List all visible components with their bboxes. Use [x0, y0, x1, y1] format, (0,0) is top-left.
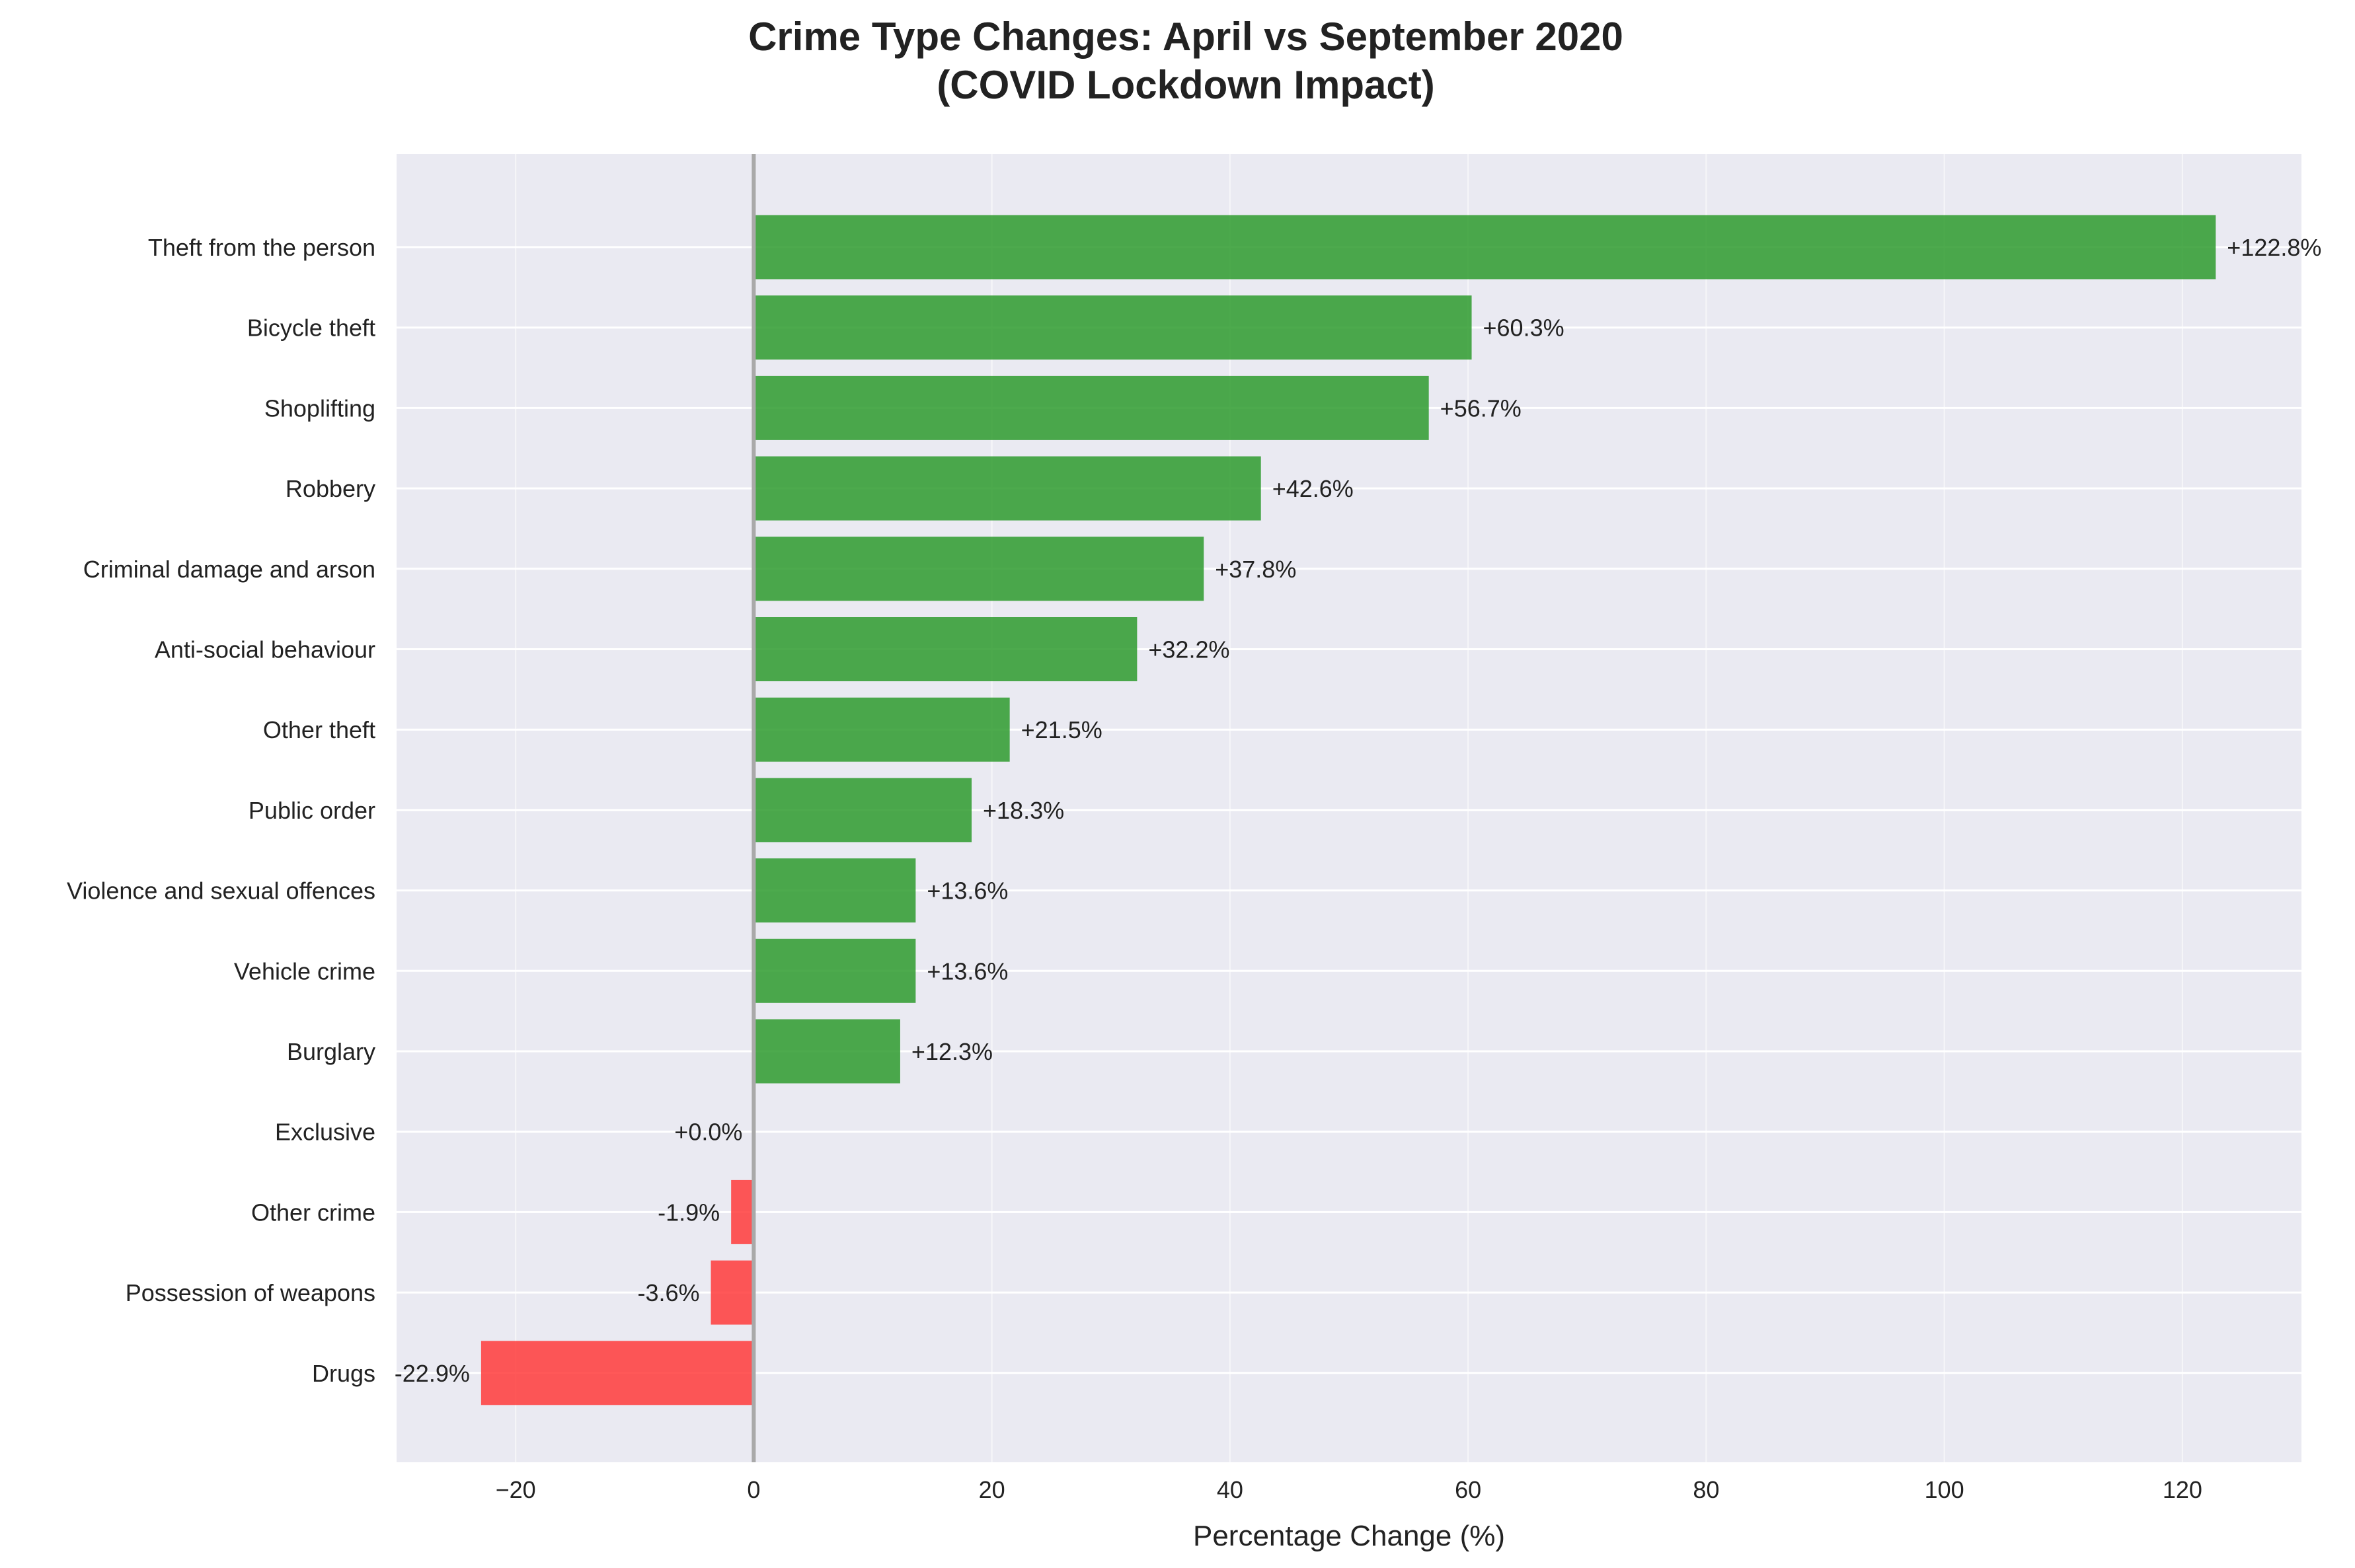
bar: [753, 537, 1204, 601]
category-label: Possession of weapons: [126, 1279, 375, 1306]
bar: [731, 1179, 754, 1244]
value-label: -22.9%: [395, 1360, 470, 1387]
category-label: Shoplifting: [264, 394, 375, 422]
category-label: Exclusive: [275, 1119, 375, 1146]
bar: [753, 456, 1261, 521]
x-tick-label: 20: [979, 1476, 1005, 1503]
bars: [481, 215, 2216, 1405]
x-tick-label: −20: [496, 1476, 536, 1503]
value-label: -1.9%: [658, 1199, 720, 1226]
chart-title-line-2: (COVID Lockdown Impact): [937, 63, 1434, 107]
x-tick-label: 0: [747, 1476, 760, 1503]
bar: [753, 375, 1429, 440]
value-label: +60.3%: [1483, 315, 1564, 342]
bar: [753, 215, 2216, 280]
category-label: Robbery: [286, 475, 375, 502]
plot-area: [397, 154, 2301, 1462]
value-label: -3.6%: [637, 1279, 699, 1306]
value-label: +42.6%: [1272, 475, 1354, 502]
bar: [753, 778, 972, 842]
value-label: +12.3%: [911, 1038, 993, 1065]
category-label: Burglary: [287, 1038, 375, 1065]
bar: [711, 1260, 754, 1325]
bar: [753, 938, 916, 1003]
x-tick-label: 60: [1455, 1476, 1481, 1503]
x-tick-label: 40: [1217, 1476, 1243, 1503]
value-label: +0.0%: [674, 1119, 742, 1146]
bar: [753, 1019, 900, 1084]
value-label: +32.2%: [1148, 636, 1229, 663]
category-label: Violence and sexual offences: [67, 877, 375, 905]
value-label: +21.5%: [1021, 716, 1102, 743]
category-label: Drugs: [312, 1360, 375, 1387]
value-label: +13.6%: [927, 957, 1008, 985]
bar: [481, 1341, 754, 1405]
category-label: Anti-social behaviour: [155, 636, 375, 663]
category-label: Other theft: [263, 716, 375, 743]
value-label: +122.8%: [2227, 234, 2321, 261]
bar: [753, 295, 1472, 360]
bar: [753, 858, 916, 923]
x-tick-label: 100: [1925, 1476, 1964, 1503]
category-label: Vehicle crime: [234, 957, 375, 985]
value-label: +56.7%: [1440, 394, 1522, 422]
x-axis-title: Percentage Change (%): [1193, 1520, 1505, 1552]
category-label: Criminal damage and arson: [83, 556, 375, 583]
bar: [753, 617, 1138, 681]
value-label: +18.3%: [983, 797, 1064, 824]
x-tick-label: 120: [2163, 1476, 2202, 1503]
x-tick-label: 80: [1693, 1476, 1719, 1503]
labels: −20 0 20 40 60 80 100 120 Theft from the person +…: [67, 234, 2321, 1503]
chart-title-line-1: Crime Type Changes: April vs September 2…: [748, 15, 1623, 59]
category-label: Public order: [249, 797, 375, 824]
value-label: +37.8%: [1215, 556, 1296, 583]
value-label: +13.6%: [927, 877, 1008, 905]
bar: [753, 697, 1010, 762]
category-label: Bicycle theft: [247, 315, 375, 342]
category-label: Other crime: [251, 1199, 375, 1226]
category-label: Theft from the person: [148, 234, 375, 261]
